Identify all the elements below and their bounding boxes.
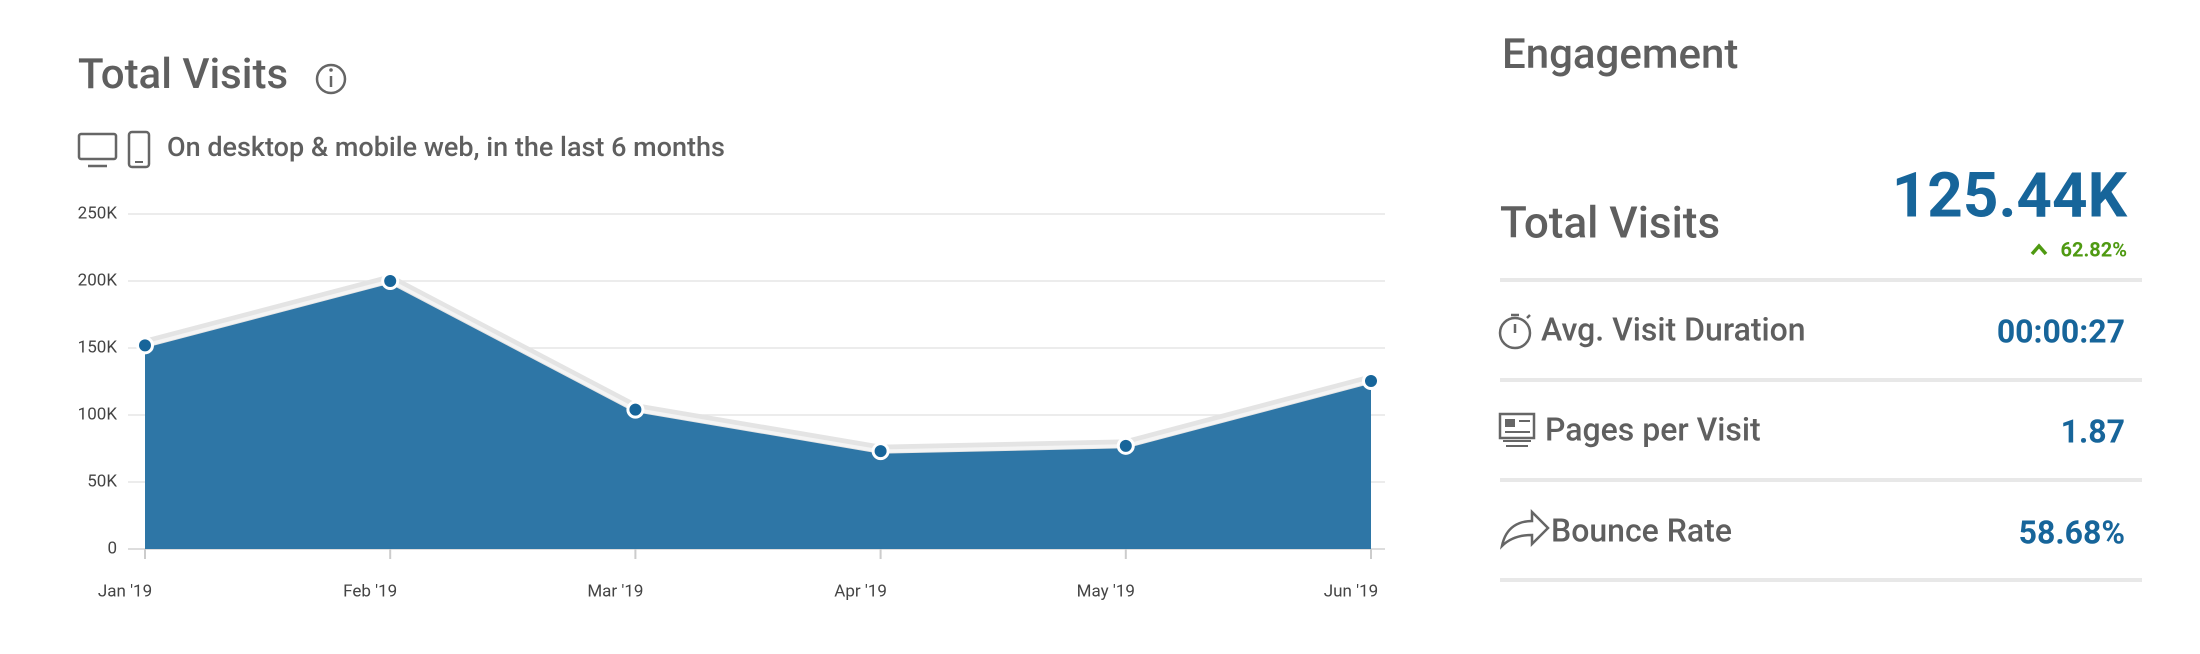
stopwatch-icon (1498, 313, 1532, 350)
point (381, 272, 400, 290)
device-icons (77, 130, 151, 169)
point (626, 400, 645, 419)
line (144, 279, 1372, 453)
point (1362, 371, 1380, 390)
subtitle: On desktop & mobile web, in the last 6 m… (167, 131, 725, 163)
point (1116, 436, 1135, 455)
metric-value: 1.87 (2061, 412, 2125, 450)
info-icon[interactable] (315, 63, 347, 95)
metric-label: Pages per Visit (1545, 410, 1761, 448)
area (145, 281, 1371, 549)
y-tick-label: 250K (78, 203, 118, 223)
x-tick-label: May '19 (1077, 581, 1135, 601)
chart-title: Total Visits (78, 50, 288, 99)
x-tick-label: Feb '19 (343, 581, 397, 601)
metric-label: Avg. Visit Duration (1541, 310, 1806, 348)
share-icon (1499, 508, 1550, 550)
plot: 0 50K 100K 150K 200K 250K Jan '19 Feb '19 Mar '1… (78, 203, 1385, 601)
metric-value: 58.68% (2019, 513, 2125, 551)
line-shadow (143, 274, 1373, 454)
point (136, 336, 154, 355)
y-tick-label: 100K (78, 404, 118, 424)
up-caret (2030, 243, 2048, 256)
metric-label: Total Visits (1500, 197, 1720, 249)
pages-icon (1498, 412, 1536, 447)
y-tick-label: 150K (78, 337, 118, 357)
metric-label: Bounce Rate (1551, 511, 1732, 549)
metric-value: 125.44K (1892, 159, 2128, 232)
x-tick-label: Jan '19 (98, 581, 152, 601)
x-tick-label: Mar '19 (587, 581, 643, 601)
y-tick-label: 200K (78, 270, 118, 290)
panel-title: Engagement (1502, 30, 1738, 79)
x-tick-label: Apr '19 (834, 581, 887, 601)
x-tick-label: Jun '19 (1324, 581, 1378, 601)
metric-value: 00:00:27 (1997, 312, 2125, 350)
point (871, 442, 890, 461)
y-tick-label: 50K (87, 471, 117, 491)
y-tick-label: 0 (107, 538, 117, 558)
change: 62.82% (2061, 237, 2127, 261)
